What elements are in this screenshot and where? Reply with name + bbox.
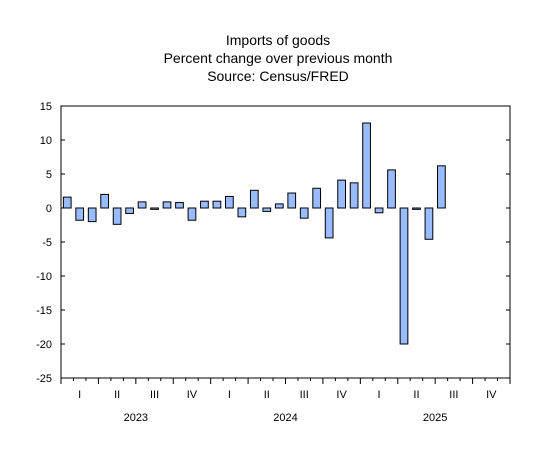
plot-frame: [60, 105, 511, 379]
bar: [87, 207, 97, 223]
chart-source: Source: Census/FRED: [207, 68, 349, 84]
bar: [387, 169, 396, 209]
bar: [274, 203, 284, 209]
bar: [187, 207, 197, 221]
bar: [337, 179, 346, 209]
y-tick-label: 0: [46, 203, 52, 215]
bar: [125, 207, 134, 214]
bar: [312, 187, 322, 209]
year-label: 2025: [423, 412, 447, 424]
quarter-label: II: [264, 389, 270, 401]
bar: [362, 122, 371, 209]
bar: [412, 207, 421, 210]
bar: [424, 207, 434, 240]
quarter-label: III: [150, 389, 159, 401]
quarter-label: II: [413, 389, 419, 401]
quarter-label: III: [449, 389, 458, 401]
y-tick-label: 15: [40, 101, 52, 113]
bar: [324, 207, 334, 239]
chart-subtitle: Percent change over previous month: [163, 50, 393, 66]
y-tick-label: -10: [36, 271, 52, 283]
year-label: 2023: [124, 412, 148, 424]
bar: [212, 200, 222, 209]
bar: [287, 192, 297, 209]
bar: [349, 182, 359, 209]
bar: [399, 207, 409, 345]
bar: [150, 207, 159, 210]
quarter-label: I: [228, 389, 231, 401]
bar: [225, 195, 234, 209]
bar: [162, 201, 172, 209]
quarter-label: IV: [336, 389, 347, 401]
quarter-label: III: [300, 389, 309, 401]
bar: [75, 207, 85, 221]
bar: [112, 207, 122, 225]
bar: [137, 201, 147, 209]
bar: [299, 207, 309, 219]
bar: [175, 202, 184, 209]
y-tick-label: 5: [46, 169, 52, 181]
bar: [237, 207, 247, 218]
bar: [200, 200, 209, 209]
bar: [62, 196, 72, 209]
quarter-label: I: [378, 389, 381, 401]
chart-title: Imports of goods: [225, 32, 331, 48]
quarter-label: I: [78, 389, 81, 401]
bar: [262, 207, 272, 212]
y-tick-label: -25: [36, 373, 52, 385]
bar: [437, 165, 446, 209]
bar: [374, 207, 384, 214]
y-tick-label: -5: [42, 237, 52, 249]
y-tick-label: -20: [36, 339, 52, 351]
y-tick-label: -15: [36, 305, 52, 317]
year-label: 2024: [273, 412, 297, 424]
bar: [249, 189, 259, 209]
quarter-label: IV: [187, 389, 198, 401]
y-tick-label: 10: [40, 135, 52, 147]
bar: [100, 193, 110, 209]
quarter-label: II: [114, 389, 120, 401]
quarter-label: IV: [486, 389, 497, 401]
